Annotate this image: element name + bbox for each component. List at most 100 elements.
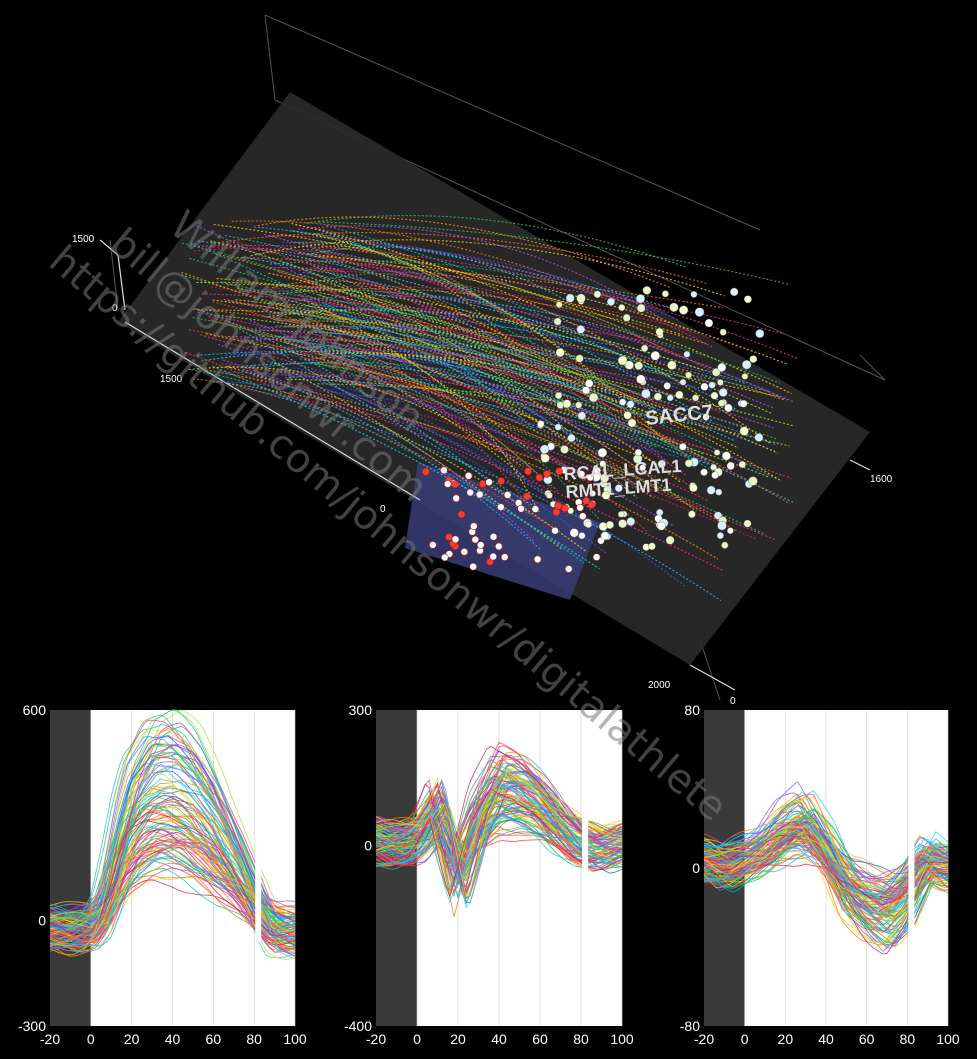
marker-sphere <box>669 302 679 312</box>
marker-trajectory <box>286 378 771 479</box>
marker-sphere <box>578 532 586 540</box>
y-tick-label: 0 <box>692 860 700 876</box>
marker-sphere <box>717 363 727 372</box>
marker-trajectory <box>326 224 637 335</box>
marker-sphere <box>683 350 691 358</box>
marker-trajectory <box>242 362 703 455</box>
foot-marker-sphere <box>471 535 480 544</box>
marker-sphere <box>567 434 576 442</box>
marker-trajectories <box>181 215 799 602</box>
y-tick-label: 600 <box>23 702 47 718</box>
marker-sphere <box>617 510 625 518</box>
series-line <box>703 791 949 916</box>
marker-trajectory <box>324 302 630 421</box>
series-line <box>49 879 296 946</box>
marker-trajectory <box>254 335 673 409</box>
marker-trajectory <box>189 329 709 451</box>
marker-trajectory <box>320 352 779 454</box>
marker-trajectory <box>242 256 746 384</box>
marker-trajectory <box>265 267 785 335</box>
marker-sphere <box>605 520 614 529</box>
marker-trajectory <box>197 309 636 412</box>
marker-sphere <box>755 329 765 338</box>
marker-sphere <box>684 459 693 468</box>
marker-sphere <box>540 453 550 463</box>
marker-sphere <box>634 448 642 457</box>
foot-marker-sphere <box>586 473 595 482</box>
marker-sphere <box>623 411 632 420</box>
marker-sphere <box>717 399 726 407</box>
marker-trajectory <box>247 346 713 391</box>
marker-sphere <box>597 448 608 458</box>
x-tick-label: 0 <box>741 1031 749 1047</box>
marker-sphere <box>657 459 666 468</box>
marker-trajectory <box>225 234 621 393</box>
marker-trajectory <box>197 244 799 360</box>
foot-marker-sphere <box>551 526 559 535</box>
foot-marker-sphere <box>421 467 430 476</box>
series-line <box>375 771 623 865</box>
marker-sphere <box>739 399 748 408</box>
marker-sphere <box>721 451 731 461</box>
marker-trajectory <box>210 240 584 445</box>
marker-trajectory <box>267 351 569 518</box>
series-line <box>50 727 296 935</box>
series-line <box>375 788 623 899</box>
series-line <box>49 764 296 923</box>
marker-trajectory <box>274 288 707 345</box>
marker-sphere <box>556 401 564 409</box>
marker-sphere <box>617 355 628 366</box>
marker-trajectory <box>318 228 715 423</box>
marker-trajectory <box>269 302 609 393</box>
foot-marker-sphere <box>531 505 540 513</box>
foot-marker-sphere <box>464 471 473 480</box>
marker-trajectory <box>306 288 788 401</box>
marker-sphere <box>576 325 586 334</box>
series-line <box>375 790 623 886</box>
marker-sphere <box>562 399 572 409</box>
marker-sphere <box>634 361 643 370</box>
marker-sphere <box>584 520 592 528</box>
marker-trajectory <box>217 314 794 427</box>
marker-trajectory <box>295 224 557 355</box>
series-line <box>703 834 948 906</box>
marker-trajectory <box>195 308 530 514</box>
marker-trajectory <box>298 294 686 476</box>
marker-trajectory <box>312 330 620 425</box>
marker-sphere <box>636 303 646 313</box>
series-line <box>703 818 949 948</box>
marker-trajectory <box>325 334 654 499</box>
foot-marker-sphere <box>500 553 509 561</box>
marker-trajectory <box>224 381 722 602</box>
floor-plane <box>118 92 870 665</box>
marker-sphere <box>675 390 684 399</box>
x-tick-label: 40 <box>818 1031 834 1047</box>
foot-marker-sphere <box>593 466 602 475</box>
series-line <box>703 845 949 922</box>
marker-sphere <box>741 373 749 380</box>
marker-sphere <box>585 379 594 388</box>
marker-trajectory <box>325 382 686 587</box>
marker-sphere <box>754 433 764 442</box>
foot-marker-sphere <box>460 547 469 556</box>
tick-label-x-1500: 1500 <box>160 374 183 385</box>
marker-sphere <box>599 460 607 468</box>
x-tick-label: 40 <box>491 1031 507 1047</box>
marker-trajectory <box>316 363 657 448</box>
marker-trajectory <box>276 336 709 465</box>
marker-sphere <box>739 426 749 436</box>
marker-sphere <box>716 532 724 540</box>
tick-label-z-0: 0 <box>112 303 118 314</box>
marker-trajectory <box>296 291 533 511</box>
series-line <box>49 857 296 939</box>
series-line <box>375 781 623 888</box>
series-line <box>703 831 949 888</box>
marker-sphere <box>555 392 563 400</box>
x-tick-label: 20 <box>778 1031 794 1047</box>
series-line <box>703 828 949 955</box>
marker-sphere <box>685 371 692 379</box>
marker-trajectory <box>181 274 719 465</box>
marker-trajectory <box>282 343 770 393</box>
foot-marker-sphere <box>452 494 461 503</box>
marker-sphere <box>679 305 689 315</box>
